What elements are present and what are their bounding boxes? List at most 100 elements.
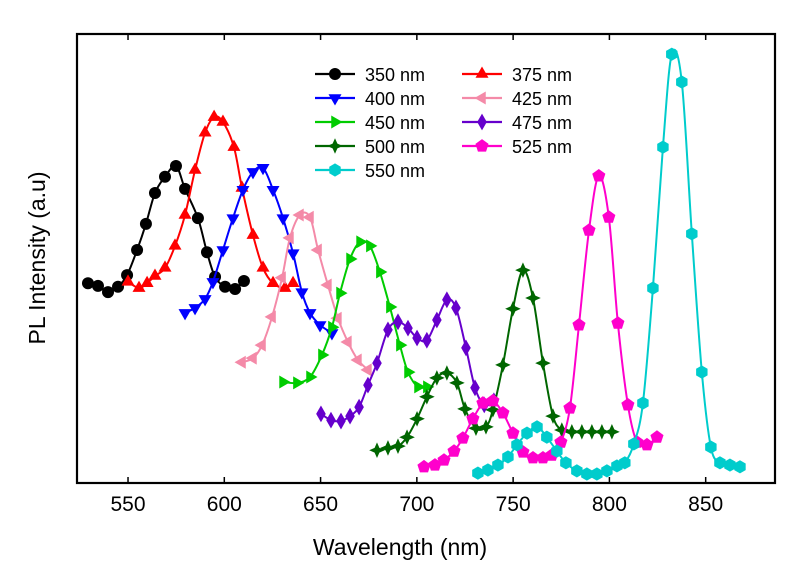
data-point-450-nm bbox=[346, 252, 358, 266]
data-point-550-nm bbox=[619, 456, 631, 470]
data-point-550-nm bbox=[482, 463, 494, 477]
data-point-350-nm bbox=[112, 280, 125, 293]
data-point-400-nm bbox=[188, 304, 202, 316]
data-point-375-nm bbox=[286, 275, 300, 287]
data-point-525-nm bbox=[466, 411, 480, 425]
data-point-500-nm bbox=[525, 290, 541, 306]
data-point-500-nm bbox=[399, 429, 415, 446]
data-point-350-nm bbox=[179, 182, 192, 195]
data-point-525-nm bbox=[640, 437, 654, 451]
data-point-475-nm bbox=[470, 379, 480, 397]
data-point-550-nm bbox=[705, 440, 717, 454]
data-point-425-nm bbox=[234, 355, 246, 369]
data-point-500-nm bbox=[554, 422, 570, 438]
data-point-375-nm bbox=[216, 114, 230, 126]
data-point-450-nm bbox=[366, 239, 378, 253]
x-tick-label: 600 bbox=[207, 493, 242, 516]
data-point-550-nm bbox=[541, 430, 553, 444]
series-line-475-nm bbox=[320, 298, 495, 423]
data-point-400-nm bbox=[303, 309, 317, 321]
data-point-450-nm bbox=[376, 265, 388, 279]
x-tick-label: 850 bbox=[688, 493, 723, 516]
data-point-525-nm bbox=[592, 168, 606, 182]
data-point-400-nm bbox=[313, 321, 327, 333]
data-point-375-nm bbox=[158, 260, 172, 272]
data-point-450-nm bbox=[414, 380, 426, 394]
legend-marker-350-nm bbox=[329, 68, 341, 80]
legend-label: 475 nm bbox=[512, 113, 572, 133]
data-point-475-nm bbox=[442, 291, 452, 309]
data-point-425-nm bbox=[254, 338, 266, 352]
data-point-375-nm bbox=[121, 274, 135, 286]
data-point-450-nm bbox=[318, 348, 330, 362]
legend-label: 400 nm bbox=[365, 89, 425, 109]
data-point-550-nm bbox=[734, 460, 746, 474]
data-point-500-nm bbox=[505, 300, 521, 317]
data-point-525-nm bbox=[621, 397, 635, 411]
data-point-525-nm bbox=[506, 426, 520, 439]
data-point-500-nm bbox=[449, 375, 465, 391]
series-425-nm bbox=[234, 208, 372, 377]
series-450-nm bbox=[279, 235, 435, 394]
data-point-525-nm bbox=[447, 444, 461, 457]
data-point-550-nm bbox=[647, 281, 659, 295]
data-point-425-nm bbox=[350, 353, 362, 367]
legend-label: 350 nm bbox=[365, 65, 425, 85]
data-point-350-nm bbox=[219, 280, 232, 293]
data-point-350-nm bbox=[102, 286, 115, 299]
series-375-nm bbox=[121, 109, 300, 292]
data-point-400-nm bbox=[246, 168, 260, 180]
data-point-375-nm bbox=[266, 275, 280, 287]
data-point-350-nm bbox=[148, 186, 161, 199]
data-point-400-nm bbox=[216, 246, 230, 258]
data-point-450-nm bbox=[404, 365, 416, 379]
data-point-425-nm bbox=[320, 278, 332, 292]
data-point-550-nm bbox=[511, 438, 523, 452]
series-line-500-nm bbox=[376, 269, 612, 452]
data-point-425-nm bbox=[245, 351, 257, 365]
data-point-350-nm bbox=[169, 160, 182, 173]
y-axis-title: PL Intensity (a.u) bbox=[24, 171, 50, 344]
data-point-550-nm bbox=[581, 467, 593, 481]
legend-label: 375 nm bbox=[512, 65, 572, 85]
data-point-450-nm bbox=[336, 286, 348, 300]
data-point-400-nm bbox=[198, 295, 212, 307]
data-point-375-nm bbox=[148, 268, 162, 280]
data-point-425-nm bbox=[340, 335, 352, 349]
series-550-nm bbox=[472, 47, 746, 481]
legend-item-350-nm: 350 nm bbox=[315, 65, 425, 85]
data-point-500-nm bbox=[409, 410, 425, 427]
data-point-500-nm bbox=[457, 401, 473, 417]
data-point-525-nm bbox=[476, 396, 490, 409]
data-point-375-nm bbox=[140, 275, 154, 287]
legend-marker-550-nm bbox=[329, 163, 341, 177]
data-point-500-nm bbox=[495, 357, 511, 373]
legend-marker-425-nm bbox=[474, 91, 486, 105]
data-point-500-nm bbox=[468, 420, 484, 437]
legend-label: 550 nm bbox=[365, 161, 425, 181]
x-tick-label: 750 bbox=[496, 493, 531, 516]
data-point-375-nm bbox=[278, 280, 292, 292]
data-point-525-nm bbox=[563, 401, 577, 414]
data-point-550-nm bbox=[560, 456, 572, 470]
data-point-450-nm bbox=[423, 380, 435, 394]
legend-marker-400-nm bbox=[328, 94, 342, 106]
legend-item-475-nm: 475 nm bbox=[462, 113, 572, 133]
data-point-375-nm bbox=[188, 162, 202, 174]
legend-label: 500 nm bbox=[365, 137, 425, 157]
legend-item-375-nm: 375 nm bbox=[462, 65, 572, 85]
data-point-350-nm bbox=[200, 246, 213, 259]
data-point-400-nm bbox=[206, 278, 220, 290]
data-point-550-nm bbox=[676, 75, 688, 89]
x-axis: 550 600 650 700 750 800 850 bbox=[111, 34, 723, 516]
data-point-350-nm bbox=[237, 274, 250, 287]
data-point-400-nm bbox=[226, 214, 240, 226]
data-point-475-nm bbox=[326, 411, 336, 429]
data-point-550-nm bbox=[571, 464, 583, 478]
data-point-450-nm bbox=[279, 375, 291, 389]
legend-marker-525-nm bbox=[475, 139, 489, 152]
data-point-475-nm bbox=[393, 313, 403, 331]
series-line-350-nm bbox=[87, 164, 245, 294]
data-point-500-nm bbox=[594, 424, 610, 440]
